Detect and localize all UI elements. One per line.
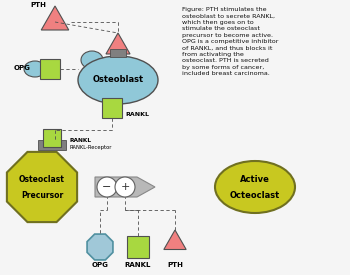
Bar: [43, 129, 61, 147]
Polygon shape: [7, 152, 77, 222]
Text: RANKL: RANKL: [125, 262, 151, 268]
Text: Osteoblast: Osteoblast: [92, 76, 144, 84]
Text: −: −: [102, 182, 112, 192]
Ellipse shape: [78, 56, 158, 104]
Text: Osteoclast: Osteoclast: [19, 175, 65, 183]
Ellipse shape: [215, 161, 295, 213]
Polygon shape: [87, 234, 113, 260]
Ellipse shape: [24, 61, 46, 77]
Text: OPG: OPG: [14, 65, 30, 71]
Bar: [102, 98, 122, 118]
Bar: [110, 49, 126, 57]
FancyArrow shape: [95, 177, 155, 197]
Polygon shape: [41, 6, 69, 30]
Text: PTH: PTH: [167, 262, 183, 268]
Circle shape: [97, 177, 117, 197]
Ellipse shape: [81, 51, 103, 69]
Text: PTH: PTH: [30, 2, 46, 8]
Text: RANKL-Receptor: RANKL-Receptor: [70, 145, 112, 150]
Circle shape: [115, 177, 135, 197]
Polygon shape: [164, 230, 186, 249]
Text: RANKL: RANKL: [70, 138, 92, 142]
Bar: [127, 236, 149, 258]
Bar: [40, 59, 60, 79]
Text: Octeoclast: Octeoclast: [230, 191, 280, 199]
Text: Figure: PTH stimulates the
osteoblast to secrete RANKL,
which then goes on to
st: Figure: PTH stimulates the osteoblast to…: [182, 7, 279, 76]
Text: OPG: OPG: [92, 262, 108, 268]
Text: Precursor: Precursor: [21, 191, 63, 199]
Text: +: +: [120, 182, 130, 192]
Polygon shape: [106, 33, 130, 54]
Text: RANKL: RANKL: [125, 112, 149, 117]
Text: Active: Active: [240, 175, 270, 183]
Bar: [38, 140, 66, 150]
